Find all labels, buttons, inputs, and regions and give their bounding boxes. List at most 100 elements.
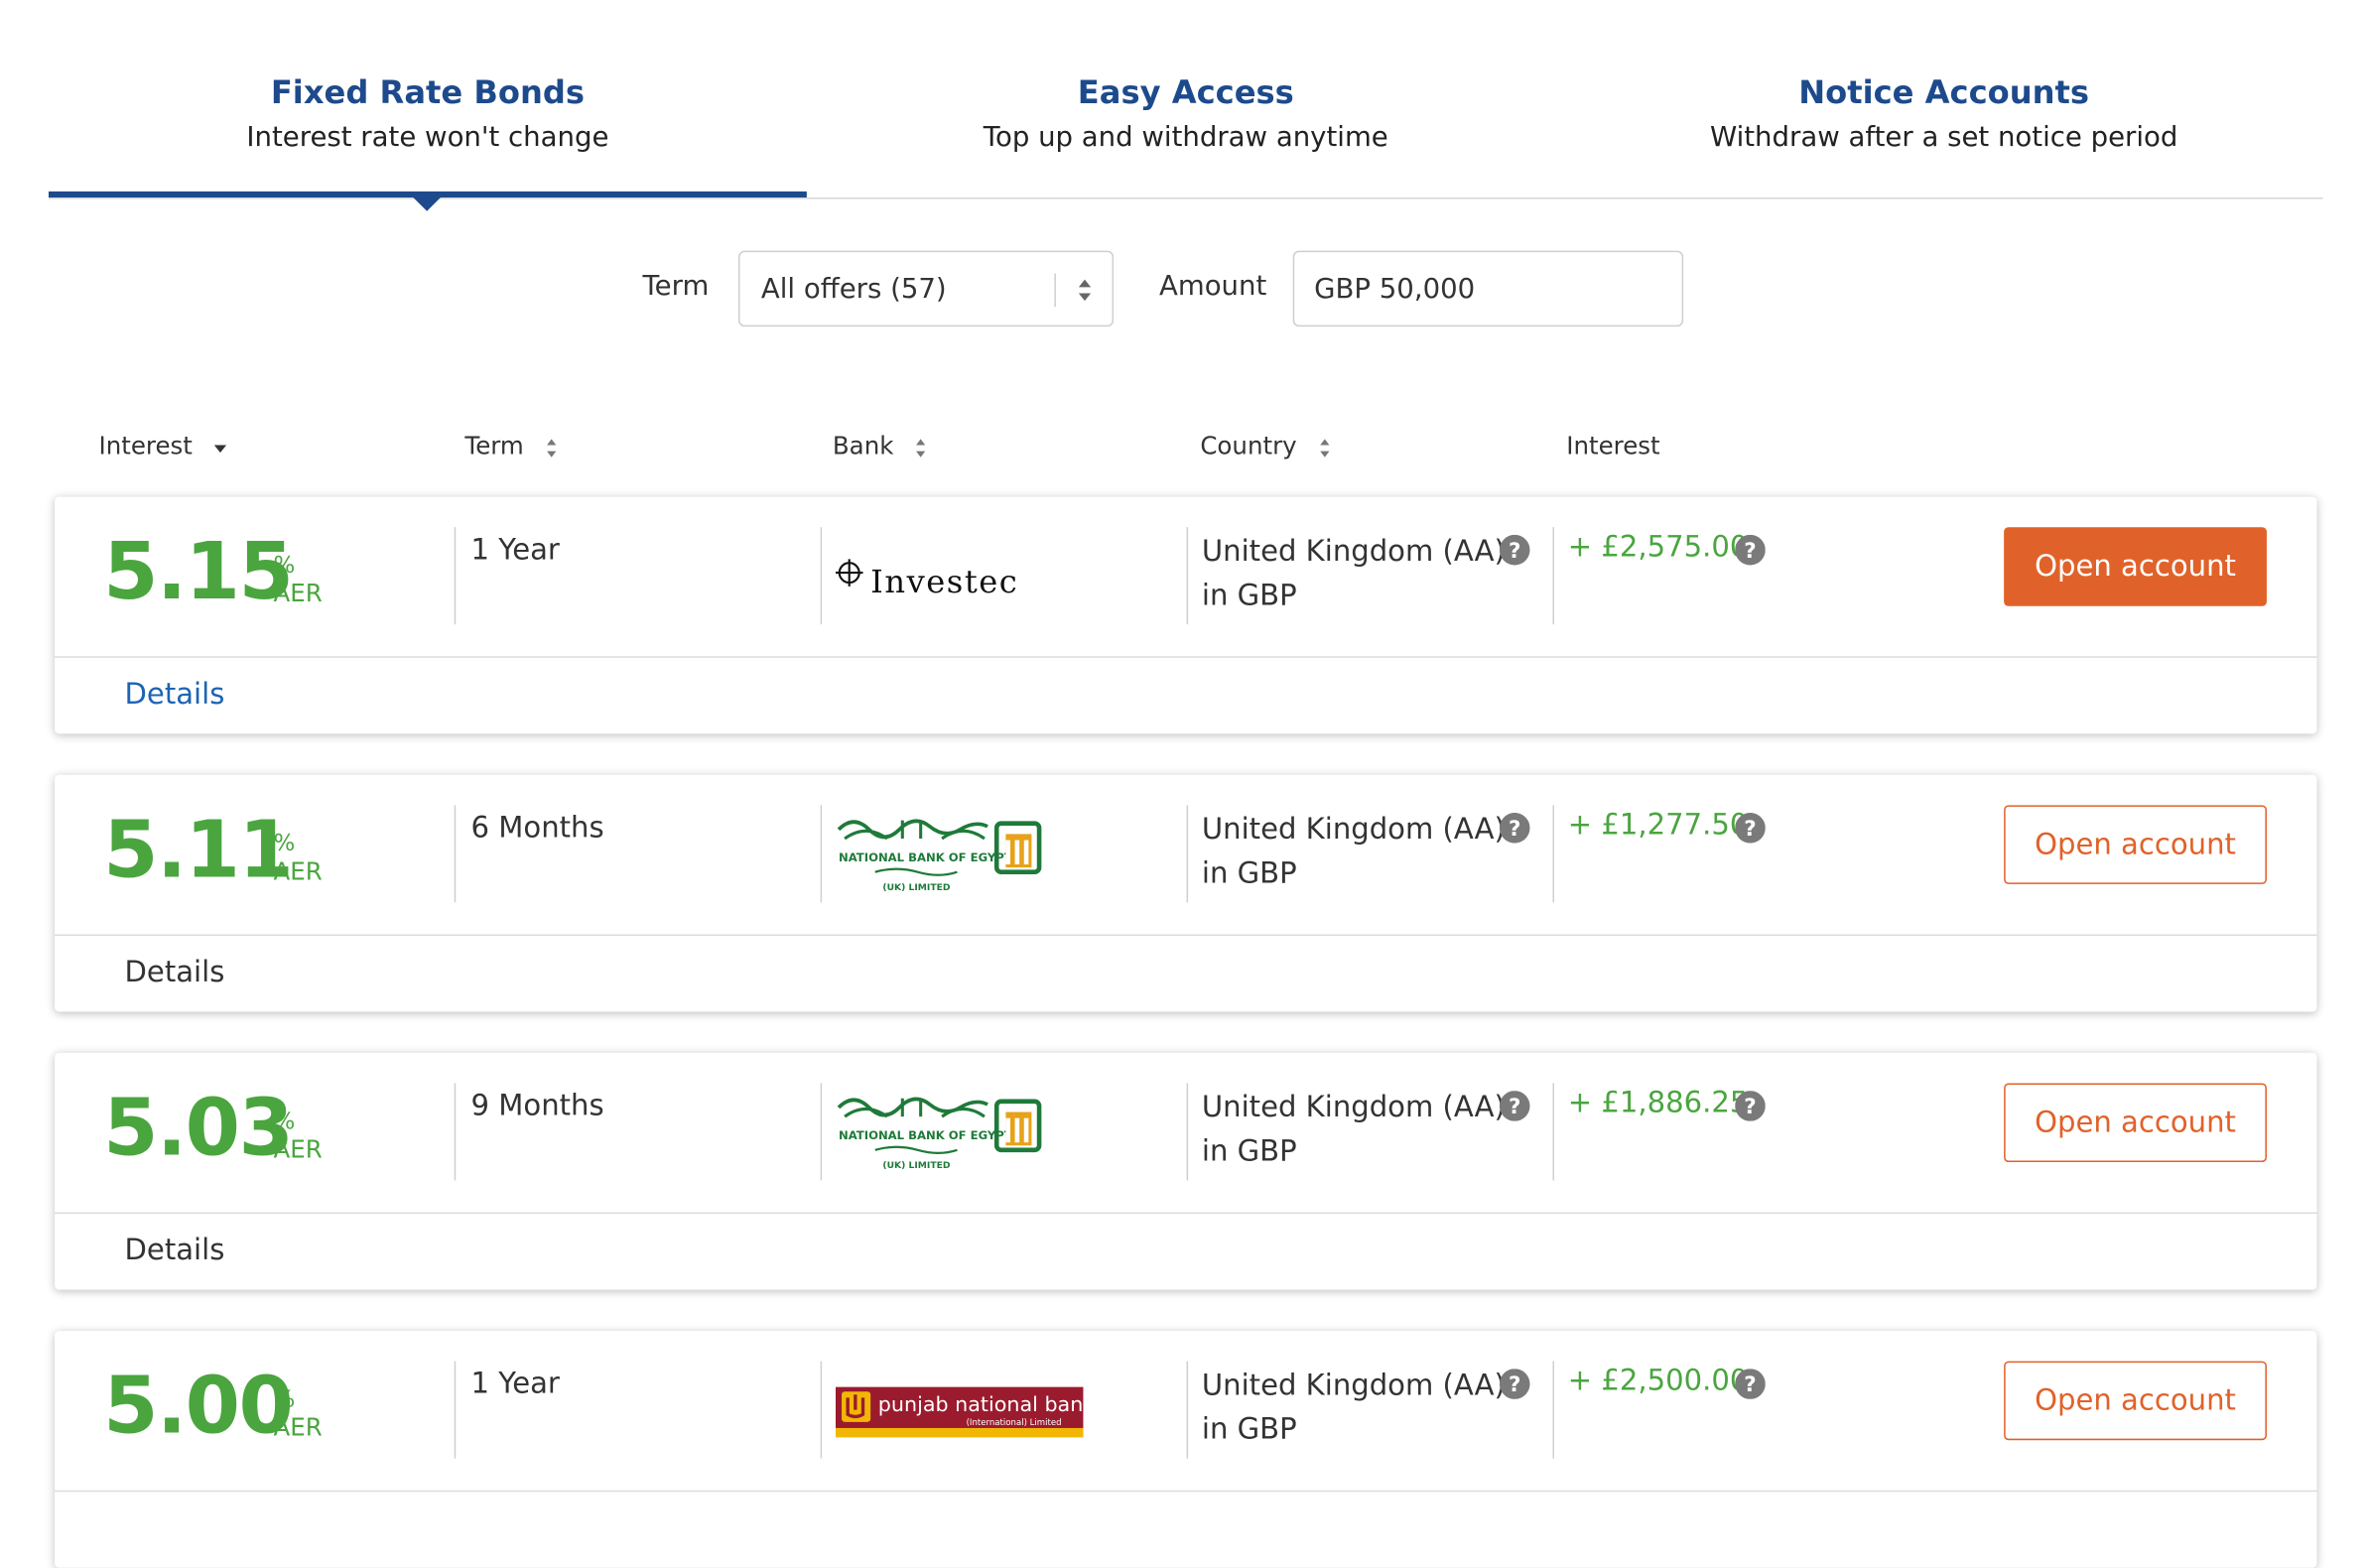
column-header-label: Bank <box>832 431 894 460</box>
svg-text:Investec: Investec <box>870 563 1018 600</box>
percent-sign: % <box>273 1107 296 1135</box>
svg-text:?: ? <box>1509 1095 1520 1119</box>
open-account-button[interactable]: Open account <box>2004 805 2267 884</box>
offer-card: 5.11 % AER 6 Months NATIONAL BANK OF EGY… <box>55 774 2317 1012</box>
tab-notice-accounts[interactable]: Notice Accounts Withdraw after a set not… <box>1565 0 2323 197</box>
tab-subtitle: Interest rate won't change <box>246 121 609 154</box>
column-divider <box>820 1083 823 1181</box>
svg-text:?: ? <box>1744 1095 1756 1119</box>
column-divider <box>820 527 823 625</box>
open-account-button[interactable]: Open account <box>2004 1083 2267 1163</box>
help-icon[interactable]: ? <box>1499 534 1530 566</box>
select-arrows-icon <box>1078 279 1092 302</box>
column-divider <box>454 1083 457 1181</box>
interest-amount: + £1,277.50 ? <box>1567 808 1766 844</box>
card-divider <box>55 1212 2317 1215</box>
country-name: United Kingdom (AA) <box>1201 1091 1506 1124</box>
sort-icon <box>1319 438 1329 457</box>
card-divider <box>55 656 2317 658</box>
interest-amount-value: + £1,277.50 <box>1567 808 1749 843</box>
tab-easy-access[interactable]: Easy Access Top up and withdraw anytime <box>807 0 1565 197</box>
svg-text:?: ? <box>1509 1372 1520 1397</box>
interest-rate: 5.03 <box>103 1083 294 1175</box>
interest-amount: + £2,575.00 ? <box>1567 530 1766 566</box>
amount-input[interactable] <box>1292 250 1684 327</box>
column-header-label: Interest <box>98 431 193 460</box>
currency-label: in GBP <box>1201 1412 1297 1447</box>
details-link[interactable]: Details <box>124 1234 225 1267</box>
svg-text:(UK) LIMITED: (UK) LIMITED <box>882 1160 950 1171</box>
select-divider <box>1054 273 1056 308</box>
help-icon[interactable]: ? <box>1499 1369 1530 1399</box>
country-rating: United Kingdom (AA) in GBP ? <box>1201 530 1530 618</box>
column-divider <box>1186 1083 1189 1181</box>
open-account-button[interactable]: Open account <box>2004 527 2267 606</box>
column-header-country[interactable]: Country <box>1200 432 1332 460</box>
help-icon[interactable]: ? <box>1735 1369 1766 1399</box>
aer-label: AER <box>273 1412 323 1442</box>
svg-text:?: ? <box>1509 817 1520 842</box>
aer-label: AER <box>273 856 323 886</box>
sort-desc-icon <box>213 444 226 453</box>
column-header-label: Country <box>1200 431 1297 460</box>
tab-title: Easy Access <box>1077 74 1294 111</box>
svg-text:punjab national bank: punjab national bank <box>878 1392 1087 1416</box>
offer-card: 5.15 % AER 1 Year Investec United Kingdo… <box>55 496 2317 734</box>
help-icon[interactable]: ? <box>1499 812 1530 844</box>
tabs-divider <box>48 197 2323 199</box>
percent-sign: % <box>273 1385 296 1413</box>
offer-card: 5.00 % AER 1 Year punjab national bank (… <box>55 1330 2317 1568</box>
card-divider <box>55 1490 2317 1493</box>
details-link[interactable]: Details <box>124 955 225 989</box>
column-header-interest-amount: Interest <box>1566 431 1660 460</box>
percent-sign: % <box>273 829 296 857</box>
interest-amount-value: + £2,500.00 <box>1567 1364 1749 1398</box>
svg-text:NATIONAL BANK OF EGYPT: NATIONAL BANK OF EGYPT <box>839 850 1012 864</box>
tab-subtitle: Top up and withdraw anytime <box>983 121 1388 154</box>
tab-title: Notice Accounts <box>1798 74 2090 111</box>
aer-label: AER <box>273 1134 323 1164</box>
offer-term: 6 Months <box>470 811 604 846</box>
open-account-button[interactable]: Open account <box>2004 1361 2267 1441</box>
svg-text:?: ? <box>1744 1372 1756 1397</box>
offer-term: 9 Months <box>470 1089 604 1123</box>
aer-label: AER <box>273 579 323 608</box>
column-divider <box>454 527 457 625</box>
column-divider <box>1186 805 1189 903</box>
column-header-term[interactable]: Term <box>464 432 559 460</box>
offers-page: Fixed Rate Bonds Interest rate won't cha… <box>48 0 2323 1493</box>
help-icon[interactable]: ? <box>1735 812 1766 844</box>
help-icon[interactable]: ? <box>1735 534 1766 566</box>
term-select[interactable]: All offers (57) <box>737 250 1115 327</box>
country-rating: United Kingdom (AA) in GBP ? <box>1201 808 1530 896</box>
column-header-interest-rate[interactable]: Interest <box>99 432 228 460</box>
svg-text:?: ? <box>1509 539 1520 564</box>
tab-title: Fixed Rate Bonds <box>270 74 585 111</box>
interest-rate: 5.15 <box>103 527 294 619</box>
column-divider <box>454 1361 457 1459</box>
interest-amount-value: + £2,575.00 <box>1567 530 1749 564</box>
offer-term: 1 Year <box>470 1367 560 1401</box>
card-divider <box>55 934 2317 936</box>
interest-amount-value: + £1,886.25 <box>1567 1086 1749 1120</box>
column-header-label: Term <box>464 431 524 460</box>
country-name: United Kingdom (AA) <box>1201 534 1506 569</box>
column-divider <box>1186 1361 1189 1459</box>
national-bank-of-egypt-logo: NATIONAL BANK OF EGYPT (UK) LIMITED <box>837 1097 1042 1171</box>
column-divider <box>1552 1361 1555 1459</box>
help-icon[interactable]: ? <box>1499 1091 1530 1121</box>
term-filter-label: Term <box>642 270 710 303</box>
national-bank-of-egypt-logo: NATIONAL BANK OF EGYPT (UK) LIMITED <box>837 819 1042 893</box>
tab-subtitle: Withdraw after a set notice period <box>1709 121 2178 154</box>
details-link[interactable]: Details <box>124 677 225 712</box>
interest-amount: + £1,886.25 ? <box>1567 1086 1766 1121</box>
tab-fixed-rate-bonds[interactable]: Fixed Rate Bonds Interest rate won't cha… <box>49 0 807 197</box>
help-icon[interactable]: ? <box>1735 1091 1766 1121</box>
offer-card: 5.03 % AER 9 Months NATIONAL BANK OF EGY… <box>55 1052 2317 1290</box>
column-divider <box>820 1361 823 1459</box>
column-header-bank[interactable]: Bank <box>833 432 929 460</box>
term-select-value: All offers (57) <box>760 273 947 306</box>
svg-text:(International) Limited: (International) Limited <box>967 1418 1062 1428</box>
country-name: United Kingdom (AA) <box>1201 812 1506 847</box>
column-divider <box>1186 527 1189 625</box>
